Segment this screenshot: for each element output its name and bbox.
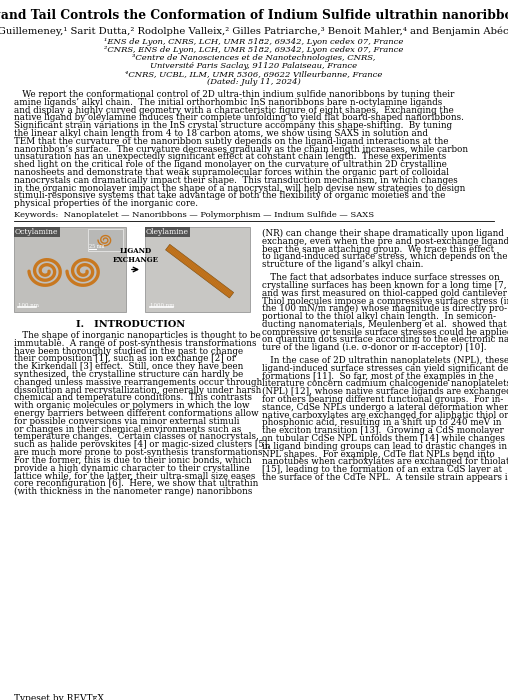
Bar bbox=[88, 229, 123, 251]
Text: ducting nanomaterials, Meulenberg et al.  showed that: ducting nanomaterials, Meulenberg et al.… bbox=[262, 320, 506, 329]
Text: bear the same attaching group.  We trace this effect: bear the same attaching group. We trace … bbox=[262, 244, 494, 253]
Text: the Kirkendall [3] effect.  Still, once they have been: the Kirkendall [3] effect. Still, once t… bbox=[14, 362, 243, 371]
Text: and was first measured on thiol-capped gold cantilever [9].: and was first measured on thiol-capped g… bbox=[262, 288, 508, 298]
Text: dissolution and recrystallization, generally under harsh: dissolution and recrystallization, gener… bbox=[14, 386, 262, 395]
Text: ligand-induced surface stresses can yield significant de-: ligand-induced surface stresses can yiel… bbox=[262, 364, 508, 373]
Text: Keywords:  Nanoplatelet — Nanoribbons — Polymorphism — Indium Sulfide — SAXS: Keywords: Nanoplatelet — Nanoribbons — P… bbox=[14, 211, 374, 219]
Text: Université Paris Saclay, 91120 Palaiseau, France: Université Paris Saclay, 91120 Palaiseau… bbox=[150, 62, 358, 70]
Text: are much more prone to post-synthesis transformations.: are much more prone to post-synthesis tr… bbox=[14, 448, 265, 457]
Text: Oleylamine: Oleylamine bbox=[146, 228, 189, 236]
Text: ⁴CNRS, UCBL, ILM, UMR 5306, 69622 Villeurbanne, France: ⁴CNRS, UCBL, ILM, UMR 5306, 69622 Villeu… bbox=[125, 70, 383, 78]
Text: [15], leading to the formation of an extra CdS layer at: [15], leading to the formation of an ext… bbox=[262, 466, 502, 474]
Text: provide a high dynamic character to their crystalline: provide a high dynamic character to thei… bbox=[14, 463, 249, 473]
Text: on tubular CdSe NPL unfolds them [14] while changes: on tubular CdSe NPL unfolds them [14] wh… bbox=[262, 434, 505, 443]
Text: Octylamine: Octylamine bbox=[15, 228, 58, 236]
Text: ³Centre de Nanosciences et de Nanotechnologies, CNRS,: ³Centre de Nanosciences et de Nanotechno… bbox=[132, 54, 376, 62]
Text: and display a highly curved geometry with a characteristic figure of eight shape: and display a highly curved geometry wit… bbox=[14, 106, 454, 115]
Text: have been thoroughly studied in the past to change: have been thoroughly studied in the past… bbox=[14, 346, 243, 356]
Text: native carboxylates are exchanged for aliphatic thiol or: native carboxylates are exchanged for al… bbox=[262, 411, 508, 419]
Text: to ligand-induced surface stress, which depends on the: to ligand-induced surface stress, which … bbox=[262, 253, 507, 261]
Text: synthesized, the crystalline structure can hardly be: synthesized, the crystalline structure c… bbox=[14, 370, 243, 379]
Text: amine ligands’ alkyl chain.  The initial orthorhombic InS nanoribbons bare n-oct: amine ligands’ alkyl chain. The initial … bbox=[14, 98, 442, 107]
Text: Typeset by REVTᴇX: Typeset by REVTᴇX bbox=[14, 694, 104, 700]
Text: with organic molecules or polymers in which the low: with organic molecules or polymers in wh… bbox=[14, 401, 249, 410]
Text: nanosheets and demonstrate that weak supramolecular forces within the organic pa: nanosheets and demonstrate that weak sup… bbox=[14, 168, 449, 177]
Text: for others bearing different functional groups.  For in-: for others bearing different functional … bbox=[262, 395, 503, 404]
Text: changed unless massive rearrangements occur through: changed unless massive rearrangements oc… bbox=[14, 378, 262, 387]
Text: nanocrystals can dramatically impact their shape.  This transduction mechanism, : nanocrystals can dramatically impact the… bbox=[14, 176, 458, 185]
Text: formations [11].  So far, most of the examples in the: formations [11]. So far, most of the exa… bbox=[262, 372, 494, 381]
Text: We report the conformational control of 2D ultra-thin indium sulfide nanoribbons: We report the conformational control of … bbox=[14, 90, 454, 99]
Polygon shape bbox=[166, 244, 234, 298]
Text: stance, CdSe NPLs undergo a lateral deformation when: stance, CdSe NPLs undergo a lateral defo… bbox=[262, 402, 508, 412]
Text: portional to the thiol alkyl chain length.  In semicon-: portional to the thiol alkyl chain lengt… bbox=[262, 312, 496, 321]
Text: lattice while, for the latter, their ultra-small size eases: lattice while, for the latter, their ult… bbox=[14, 471, 256, 480]
Text: core reconfiguration [6].  Here, we show that ultrathin: core reconfiguration [6]. Here, we show … bbox=[14, 480, 259, 488]
Text: ture of the ligand (i.e. σ-donor or π-acceptor) [10].: ture of the ligand (i.e. σ-donor or π-ac… bbox=[262, 343, 487, 352]
Text: native ligand by oleylamine induces their complete unfolding to yield flat board: native ligand by oleylamine induces thei… bbox=[14, 113, 464, 122]
Text: 1000 nm: 1000 nm bbox=[150, 303, 175, 308]
Bar bbox=[14, 227, 126, 312]
Text: temperature changes.  Certain classes of nanocrystals,: temperature changes. Certain classes of … bbox=[14, 433, 259, 442]
Text: such as halide perovskites [4] or magic-sized clusters [5],: such as halide perovskites [4] or magic-… bbox=[14, 440, 270, 449]
Text: The shape of inorganic nanoparticles is thought to be: The shape of inorganic nanoparticles is … bbox=[14, 331, 261, 340]
Text: the surface of the CdTe NPL.  A tensile strain appears in: the surface of the CdTe NPL. A tensile s… bbox=[262, 473, 508, 482]
Text: Lilian Guillemeney,¹ Sarit Dutta,² Rodolphe Valleix,² Gilles Patriarche,³ Benoit: Lilian Guillemeney,¹ Sarit Dutta,² Rodol… bbox=[0, 26, 508, 36]
Text: crystalline surfaces has been known for a long time [7, 8]: crystalline surfaces has been known for … bbox=[262, 281, 508, 290]
Text: LIGAND
EXCHANGE: LIGAND EXCHANGE bbox=[112, 246, 158, 263]
Text: nanotubes when carboxylates are exchanged for thiolates: nanotubes when carboxylates are exchange… bbox=[262, 457, 508, 466]
Text: I.   INTRODUCTION: I. INTRODUCTION bbox=[76, 320, 185, 329]
Bar bbox=[145, 227, 250, 312]
Text: physical properties of the inorganic core.: physical properties of the inorganic cor… bbox=[14, 199, 198, 208]
Text: NPL shapes.  For example, CdTe flat NPLs bend into: NPL shapes. For example, CdTe flat NPLs … bbox=[262, 449, 495, 459]
Text: (with thickness in the nanometer range) nanoribbons: (with thickness in the nanometer range) … bbox=[14, 487, 252, 496]
Text: nanoribbon’s surface.  The curvature decreases gradually as the chain length inc: nanoribbon’s surface. The curvature decr… bbox=[14, 145, 468, 153]
Text: or changes in their chemical environments such as: or changes in their chemical environment… bbox=[14, 425, 241, 433]
Text: For the former, this is due to their ionic bonds, which: For the former, this is due to their ion… bbox=[14, 456, 252, 465]
Text: stimuli-responsive systems that take advantage of both the flexibility of organi: stimuli-responsive systems that take adv… bbox=[14, 191, 446, 200]
Text: Significant strain variations in the InS crystal structure accompany this shape-: Significant strain variations in the InS… bbox=[14, 121, 452, 130]
Text: TEM that the curvature of the nanoribbon subtly depends on the ligand-ligand int: TEM that the curvature of the nanoribbon… bbox=[14, 136, 449, 146]
Text: their composition [1], such as ion exchange [2] or: their composition [1], such as ion excha… bbox=[14, 354, 236, 363]
Text: unsaturation has an unexpectedly significant effect at constant chain length.  T: unsaturation has an unexpectedly signifi… bbox=[14, 153, 446, 162]
Text: Ligand Tail Controls the Conformation of Indium Sulfide ultrathin nanoribbons: Ligand Tail Controls the Conformation of… bbox=[0, 9, 508, 22]
Text: phosphonic acid, resulting in a shift up to 240 meV in: phosphonic acid, resulting in a shift up… bbox=[262, 419, 501, 428]
Text: the linear alkyl chain length from 4 to 18 carbon atoms, we show using SAXS in s: the linear alkyl chain length from 4 to … bbox=[14, 129, 428, 138]
Text: chemical and temperature conditions.  This contrasts: chemical and temperature conditions. Thi… bbox=[14, 393, 252, 402]
Text: 100 nm: 100 nm bbox=[18, 303, 39, 308]
Text: shed light on the critical role of the ligand monolayer on the curvature of ultr: shed light on the critical role of the l… bbox=[14, 160, 447, 169]
Text: the exciton transition [13].  Growing a CdS monolayer: the exciton transition [13]. Growing a C… bbox=[262, 426, 504, 435]
Text: structure of the ligand’s alkyl chain.: structure of the ligand’s alkyl chain. bbox=[262, 260, 423, 270]
Text: energy barriers between different conformations allow: energy barriers between different confor… bbox=[14, 409, 259, 418]
Text: compressive or tensile surface stresses could be applied: compressive or tensile surface stresses … bbox=[262, 328, 508, 337]
Text: the 100 mN/m range) whose magnitude is directly pro-: the 100 mN/m range) whose magnitude is d… bbox=[262, 304, 507, 314]
Text: In the case of 2D ultrathin nanoplatelets (NPL), these: In the case of 2D ultrathin nanoplatelet… bbox=[262, 356, 508, 365]
Text: ²CNRS, ENS de Lyon, LCH, UMR 5182, 69342, Lyon cedex 07, France: ²CNRS, ENS de Lyon, LCH, UMR 5182, 69342… bbox=[104, 46, 404, 54]
Text: ¹ENS de Lyon, CNRS, LCH, UMR 5182, 69342, Lyon cedex 07, France: ¹ENS de Lyon, CNRS, LCH, UMR 5182, 69342… bbox=[104, 38, 404, 46]
Text: The fact that adsorbates induce surface stresses on: The fact that adsorbates induce surface … bbox=[262, 273, 500, 282]
Text: literature concern cadmium chalcogenide nanoplatelets: literature concern cadmium chalcogenide … bbox=[262, 379, 508, 389]
Text: (NPL) [12], whose native surface ligands are exchanged: (NPL) [12], whose native surface ligands… bbox=[262, 387, 508, 396]
Text: Thiol molecules impose a compressive surface stress (in: Thiol molecules impose a compressive sur… bbox=[262, 296, 508, 305]
Text: 25 nm: 25 nm bbox=[89, 244, 105, 249]
Text: (NR) can change their shape dramatically upon ligand: (NR) can change their shape dramatically… bbox=[262, 229, 504, 238]
Text: in ligand binding groups can lead to drastic changes in: in ligand binding groups can lead to dra… bbox=[262, 442, 507, 451]
Text: for possible conversions via minor external stimuli: for possible conversions via minor exter… bbox=[14, 416, 239, 426]
Text: immutable.  A range of post-synthesis transformations: immutable. A range of post-synthesis tra… bbox=[14, 339, 257, 348]
Text: in the organic monolayer impact the shape of a nanocrystal, will help devise new: in the organic monolayer impact the shap… bbox=[14, 183, 465, 192]
Text: on quantum dots surface according to the electronic na-: on quantum dots surface according to the… bbox=[262, 335, 508, 344]
Text: exchange, even when the pre and post-exchange ligands: exchange, even when the pre and post-exc… bbox=[262, 237, 508, 246]
Text: (Dated: July 11, 2024): (Dated: July 11, 2024) bbox=[207, 78, 301, 86]
